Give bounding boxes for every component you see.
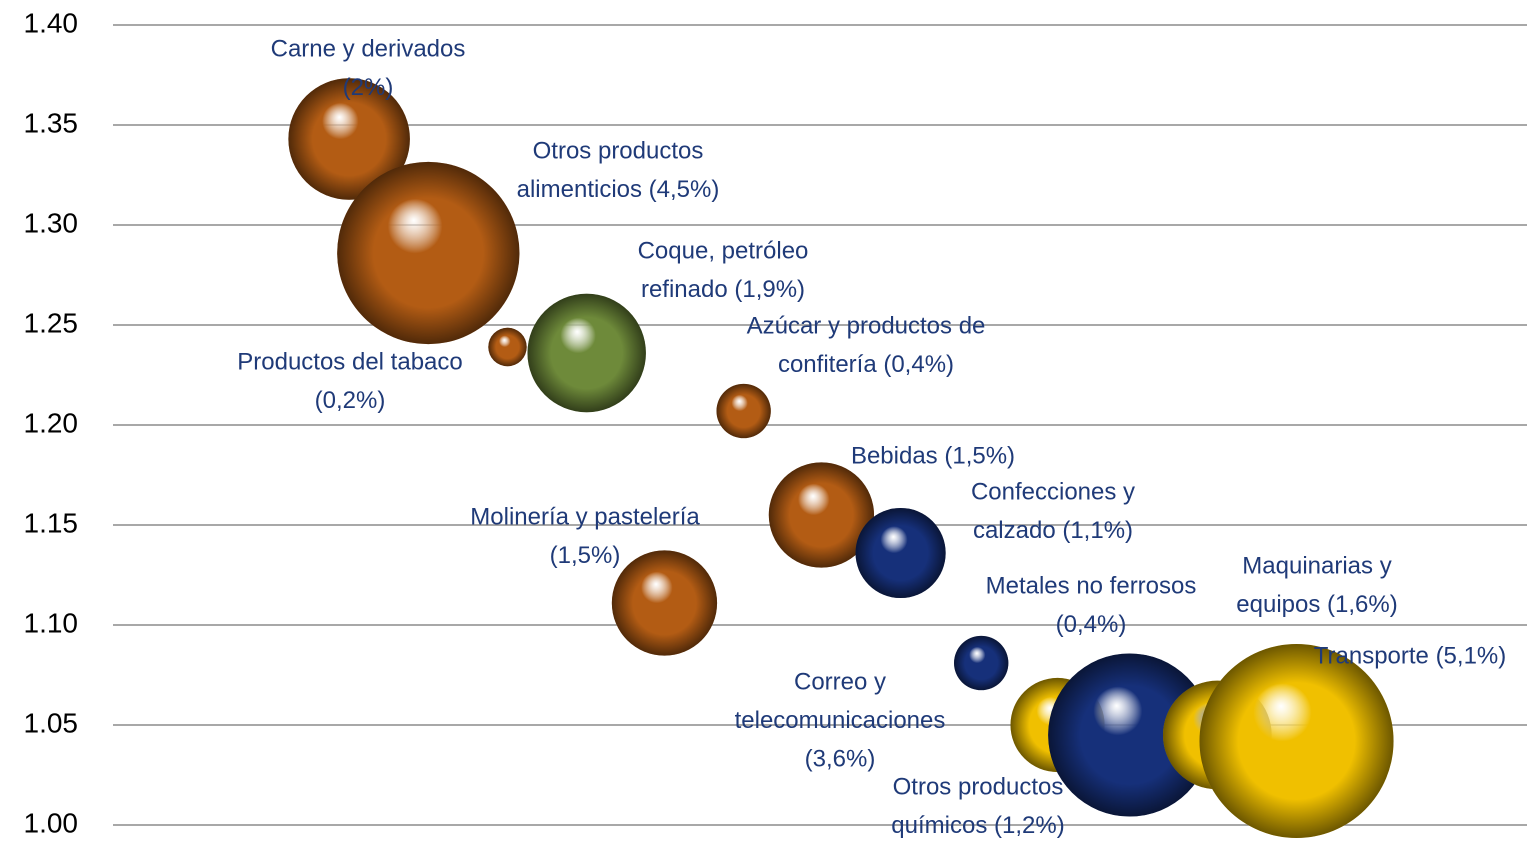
data-label: químicos (1,2%) — [891, 812, 1064, 839]
data-label: Confecciones y — [971, 478, 1135, 505]
bubble-shade — [611, 550, 718, 656]
y-tick-label: 1.10 — [24, 607, 79, 638]
y-tick-label: 1.00 — [24, 807, 79, 838]
data-label: calzado (1,1%) — [973, 517, 1133, 544]
data-label: (0,2%) — [315, 387, 386, 414]
data-label: Azúcar y productos de — [747, 312, 986, 339]
y-tick-label: 1.05 — [24, 707, 79, 738]
bubble-shade — [1199, 643, 1394, 839]
data-label: alimenticios (4,5%) — [517, 176, 720, 203]
bubble-shade — [768, 462, 875, 568]
bubble-shade — [1048, 653, 1212, 817]
bubble-shade — [855, 507, 946, 599]
data-label: (1,5%) — [550, 542, 621, 569]
data-label: equipos (1,6%) — [1236, 591, 1397, 618]
data-label: confitería (0,4%) — [778, 351, 954, 378]
data-label: telecomunicaciones — [735, 707, 946, 734]
bubble-shade — [288, 78, 410, 200]
data-label: Carne y derivados — [271, 35, 466, 62]
y-tick-label: 1.20 — [24, 407, 79, 438]
data-label: (3,6%) — [805, 745, 876, 772]
data-label: Productos del tabaco — [237, 348, 462, 375]
bubble-shade — [527, 293, 646, 413]
data-label: Maquinarias y — [1242, 552, 1391, 579]
data-label: Otros productos — [893, 773, 1064, 800]
bubble-shade — [954, 635, 1009, 691]
y-tick-label: 1.30 — [24, 207, 79, 238]
data-label: Molinería y pastelería — [470, 503, 700, 530]
data-label: Bebidas (1,5%) — [851, 442, 1015, 469]
bubble-shade — [337, 161, 520, 345]
data-label: Transporte (5,1%) — [1314, 642, 1507, 669]
data-label: (0,4%) — [1056, 611, 1127, 638]
data-label: refinado (1,9%) — [641, 276, 805, 303]
data-label: Metales no ferrosos — [986, 572, 1197, 599]
y-tick-label: 1.35 — [24, 107, 79, 138]
data-label: Coque, petróleo — [638, 237, 809, 264]
data-label: (2%) — [343, 74, 394, 101]
y-tick-label: 1.40 — [24, 7, 79, 38]
bubble-shade — [716, 383, 771, 439]
bubble-shade — [488, 327, 527, 367]
y-tick-label: 1.15 — [24, 507, 79, 538]
data-label: Correo y — [794, 668, 886, 695]
data-label: Otros productos — [533, 137, 704, 164]
y-tick-label: 1.25 — [24, 307, 79, 338]
